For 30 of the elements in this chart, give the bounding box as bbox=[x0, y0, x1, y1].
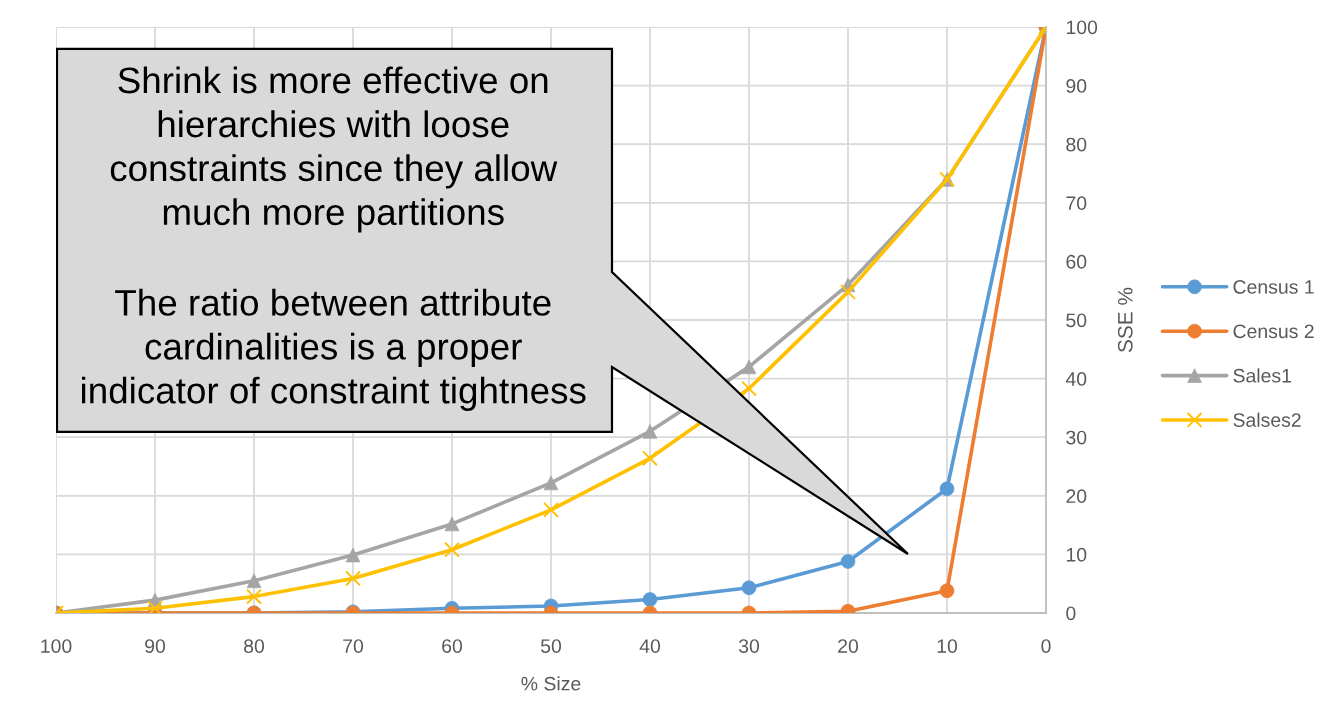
y-tick-label: 70 bbox=[1066, 196, 1087, 211]
x-axis-title: % Size bbox=[521, 676, 581, 691]
x-tick-label: 100 bbox=[41, 639, 72, 653]
y-tick-label: 10 bbox=[1066, 547, 1087, 562]
legend-label: Census 2 bbox=[1233, 324, 1314, 339]
x-tick-label: 10 bbox=[937, 639, 958, 653]
y-tick-label: 0 bbox=[1066, 606, 1076, 621]
x-tick-label: 20 bbox=[838, 639, 859, 653]
legend-label: Sales1 bbox=[1233, 368, 1291, 383]
y-tick-label: 30 bbox=[1066, 430, 1087, 445]
y-tick-label: 60 bbox=[1066, 254, 1087, 269]
x-tick-label: 90 bbox=[145, 639, 166, 653]
x-tick-label: 60 bbox=[442, 639, 463, 653]
y-tick-label: 90 bbox=[1066, 79, 1087, 93]
y-tick-label: 80 bbox=[1066, 137, 1087, 152]
x-tick-label: 30 bbox=[738, 639, 760, 653]
x-tick-label: 50 bbox=[540, 639, 562, 653]
y-axis-title: SSE % bbox=[1117, 287, 1133, 353]
x-tick-label: 70 bbox=[343, 639, 364, 653]
y-tick-label: 100 bbox=[1066, 20, 1098, 35]
x-tick-label: 0 bbox=[1041, 639, 1051, 653]
y-tick-label: 20 bbox=[1066, 489, 1087, 504]
legend-label: Salses2 bbox=[1233, 412, 1301, 427]
legend-label: Census 1 bbox=[1233, 280, 1314, 294]
annotation: The ratio between attribute cardinalities is a proper indicator of constraint tightness bbox=[81, 288, 586, 411]
y-tick-label: 40 bbox=[1065, 372, 1087, 386]
y-tick-label: 50 bbox=[1066, 313, 1087, 328]
x-tick-label: 40 bbox=[639, 639, 661, 653]
annotation: Shrink is more effective on hierarchies with loose constraints since they allow much more partitions bbox=[110, 66, 558, 233]
x-tick-label: 80 bbox=[244, 639, 265, 653]
